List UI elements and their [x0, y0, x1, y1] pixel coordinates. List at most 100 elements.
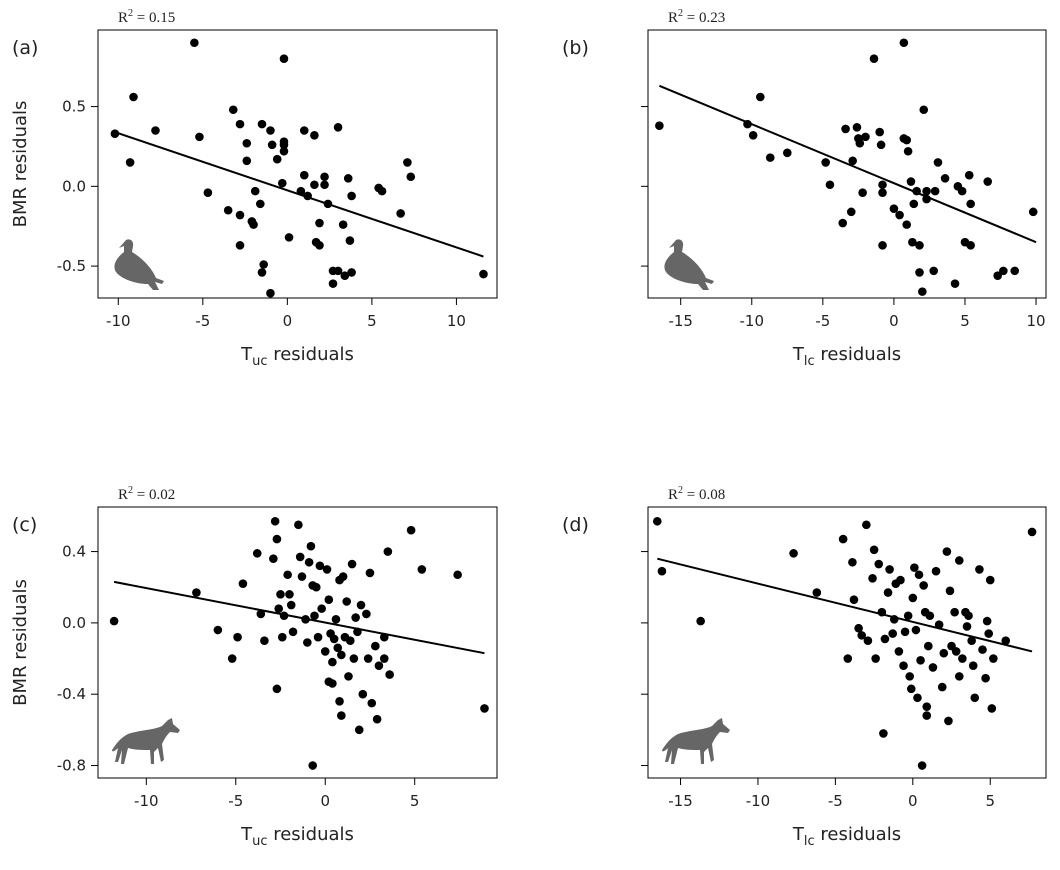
point: [270, 516, 280, 526]
point: [342, 597, 352, 606]
point: [984, 629, 994, 638]
point: [878, 180, 887, 190]
point: [337, 650, 346, 660]
x-label-sub: uc: [252, 834, 267, 849]
point: [937, 682, 947, 692]
point: [922, 186, 931, 196]
x-tick-label: 5: [985, 792, 995, 810]
y-tick-label: 0.0: [62, 614, 86, 632]
point: [900, 627, 910, 637]
x-label-base: T: [792, 824, 805, 845]
point: [417, 565, 427, 574]
point: [982, 616, 992, 626]
point: [242, 156, 252, 166]
point: [338, 572, 348, 581]
point: [1010, 266, 1020, 276]
x-tick-label: -5: [195, 312, 210, 330]
point: [301, 615, 310, 624]
r-squared-sup: 2: [128, 485, 133, 496]
point: [910, 563, 919, 572]
point: [966, 199, 975, 209]
point: [125, 158, 135, 167]
x-label-base: T: [792, 344, 805, 365]
point: [228, 105, 238, 115]
point: [249, 220, 258, 229]
r-squared-text: = 0.08: [683, 487, 725, 503]
point: [479, 269, 488, 279]
panel-label: (c): [12, 514, 37, 536]
point: [315, 241, 324, 250]
point: [889, 615, 899, 624]
point: [896, 575, 905, 585]
r-squared-base: R: [668, 10, 678, 26]
r-squared: R2 = 0.15: [118, 8, 175, 26]
point: [940, 174, 950, 183]
point: [863, 636, 873, 646]
x-tick-label: -15: [668, 792, 693, 810]
point: [861, 132, 870, 142]
point: [950, 607, 959, 617]
r-squared: R2 = 0.08: [668, 485, 725, 503]
point: [453, 570, 462, 580]
point: [331, 615, 341, 624]
point: [858, 188, 867, 198]
point: [345, 236, 355, 245]
point: [358, 689, 368, 699]
point: [351, 613, 360, 622]
point: [343, 174, 353, 183]
point: [954, 556, 964, 565]
x-tick-label: -15: [668, 312, 693, 330]
silhouette: [112, 718, 180, 764]
point: [272, 684, 282, 694]
point: [260, 636, 269, 646]
point: [899, 38, 909, 48]
point: [233, 632, 242, 642]
point: [951, 647, 961, 656]
point: [880, 634, 890, 644]
point: [347, 268, 356, 277]
point: [655, 121, 664, 131]
point: [299, 126, 309, 135]
point: [257, 119, 267, 129]
point: [256, 609, 266, 619]
point: [874, 559, 884, 569]
point: [871, 654, 880, 663]
point: [1001, 636, 1011, 646]
point: [223, 205, 233, 215]
point: [317, 604, 326, 613]
point: [913, 693, 922, 703]
point: [354, 725, 364, 735]
point: [942, 547, 952, 556]
x-tick-label: -5: [828, 792, 843, 810]
point: [310, 130, 319, 140]
point: [363, 654, 373, 663]
point: [958, 654, 967, 663]
point: [903, 146, 913, 156]
point: [266, 288, 275, 298]
point: [256, 199, 265, 209]
r-squared-base: R: [118, 10, 128, 26]
point: [841, 124, 850, 134]
point: [480, 704, 489, 713]
r-squared-sup: 2: [678, 8, 683, 19]
y-tick-label: 0.4: [62, 543, 86, 561]
point: [340, 271, 350, 280]
point: [299, 170, 309, 180]
point: [277, 632, 287, 642]
point: [151, 126, 160, 135]
point: [875, 127, 884, 137]
point: [344, 672, 353, 681]
point: [335, 697, 344, 706]
point: [310, 611, 319, 621]
point: [129, 92, 138, 102]
plot-frame: [97, 29, 498, 299]
point: [981, 673, 990, 683]
y-tick-label: 0.0: [62, 177, 86, 195]
point: [377, 186, 387, 196]
point: [922, 702, 932, 711]
x-tick-label: 5: [410, 792, 420, 810]
x-tick-label: 10: [447, 312, 466, 330]
x-tick-label: 0: [320, 792, 330, 810]
panel: -10 -5 0 5 10 -0.5 0.0 0.5 (a) R2 = 0.15 Tuc resid…: [10, 8, 498, 369]
point: [929, 266, 939, 276]
